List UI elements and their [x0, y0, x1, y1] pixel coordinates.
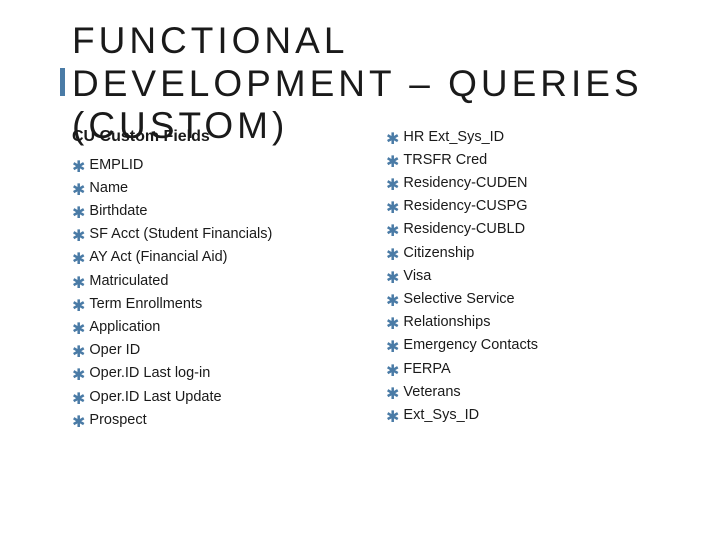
asterisk-icon: ✱ [72, 252, 85, 268]
asterisk-icon: ✱ [72, 322, 85, 338]
list-item-label: Selective Service [403, 288, 514, 311]
list-item: ✱SF Acct (Student Financials) [72, 223, 346, 246]
list-item: ✱Application [72, 316, 346, 339]
list-item-label: Relationships [403, 311, 490, 334]
list-item-label: Prospect [89, 409, 146, 432]
list-item: ✱Oper.ID Last Update [72, 386, 346, 409]
asterisk-icon: ✱ [72, 392, 85, 408]
asterisk-icon: ✱ [386, 364, 399, 380]
list-item: ✱Oper.ID Last log-in [72, 362, 346, 385]
asterisk-icon: ✱ [72, 276, 85, 292]
asterisk-icon: ✱ [386, 155, 399, 171]
asterisk-icon: ✱ [72, 229, 85, 245]
list-item: ✱Residency-CUSPG [386, 195, 660, 218]
list-item-label: EMPLID [89, 154, 143, 177]
list-item: ✱AY Act (Financial Aid) [72, 246, 346, 269]
asterisk-icon: ✱ [386, 410, 399, 426]
list-item-label: Visa [403, 265, 431, 288]
list-item-label: Oper ID [89, 339, 140, 362]
list-item: ✱Veterans [386, 381, 660, 404]
list-item: ✱Name [72, 177, 346, 200]
asterisk-icon: ✱ [386, 387, 399, 403]
list-item: ✱Visa [386, 265, 660, 288]
list-item: ✱Prospect [72, 409, 346, 432]
list-item-label: Veterans [403, 381, 460, 404]
asterisk-icon: ✱ [386, 271, 399, 287]
list-item: ✱Oper ID [72, 339, 346, 362]
list-item: ✱Selective Service [386, 288, 660, 311]
list-item: ✱Citizenship [386, 242, 660, 265]
list-item-label: Residency-CUDEN [403, 172, 527, 195]
list-item: ✱Residency-CUDEN [386, 172, 660, 195]
list-item: ✱EMPLID [72, 154, 346, 177]
right-column: ✱HR Ext_Sys_ID✱TRSFR Cred✱Residency-CUDE… [386, 126, 660, 432]
slide-title: FUNCTIONAL DEVELOPMENT – QUERIES (CUSTOM… [72, 20, 660, 148]
list-item: ✱Emergency Contacts [386, 334, 660, 357]
list-item: ✱Term Enrollments [72, 293, 346, 316]
list-item-label: Residency-CUBLD [403, 218, 525, 241]
list-item-label: Matriculated [89, 270, 168, 293]
list-item-label: Ext_Sys_ID [403, 404, 479, 427]
asterisk-icon: ✱ [386, 248, 399, 264]
asterisk-icon: ✱ [386, 178, 399, 194]
asterisk-icon: ✱ [72, 345, 85, 361]
asterisk-icon: ✱ [386, 317, 399, 333]
list-item: ✱Relationships [386, 311, 660, 334]
title-accent-bar [60, 68, 65, 96]
asterisk-icon: ✱ [386, 294, 399, 310]
list-item-label: Name [89, 177, 128, 200]
list-item-label: Residency-CUSPG [403, 195, 527, 218]
list-item-label: AY Act (Financial Aid) [89, 246, 227, 269]
list-item-label: Birthdate [89, 200, 147, 223]
list-item-label: Citizenship [403, 242, 474, 265]
list-item: ✱FERPA [386, 358, 660, 381]
list-item: ✱Birthdate [72, 200, 346, 223]
list-item: ✱Ext_Sys_ID [386, 404, 660, 427]
list-item-label: TRSFR Cred [403, 149, 487, 172]
asterisk-icon: ✱ [72, 368, 85, 384]
list-item: ✱TRSFR Cred [386, 149, 660, 172]
list-item-label: Application [89, 316, 160, 339]
list-item: ✱Matriculated [72, 270, 346, 293]
list-item-label: SF Acct (Student Financials) [89, 223, 272, 246]
content-columns: ✱EMPLID✱Name✱Birthdate✱SF Acct (Student … [60, 154, 660, 432]
asterisk-icon: ✱ [72, 299, 85, 315]
list-item-label: Oper.ID Last log-in [89, 362, 210, 385]
list-item-label: Emergency Contacts [403, 334, 538, 357]
asterisk-icon: ✱ [72, 183, 85, 199]
asterisk-icon: ✱ [386, 201, 399, 217]
asterisk-icon: ✱ [72, 160, 85, 176]
slide-container: FUNCTIONAL DEVELOPMENT – QUERIES (CUSTOM… [0, 0, 720, 540]
asterisk-icon: ✱ [72, 206, 85, 222]
list-item: ✱Residency-CUBLD [386, 218, 660, 241]
list-item-label: Oper.ID Last Update [89, 386, 221, 409]
title-block: FUNCTIONAL DEVELOPMENT – QUERIES (CUSTOM… [60, 20, 660, 148]
list-item-label: FERPA [403, 358, 450, 381]
asterisk-icon: ✱ [72, 415, 85, 431]
list-item-label: Term Enrollments [89, 293, 202, 316]
asterisk-icon: ✱ [386, 340, 399, 356]
asterisk-icon: ✱ [386, 132, 399, 148]
left-column: ✱EMPLID✱Name✱Birthdate✱SF Acct (Student … [72, 154, 346, 432]
asterisk-icon: ✱ [386, 224, 399, 240]
